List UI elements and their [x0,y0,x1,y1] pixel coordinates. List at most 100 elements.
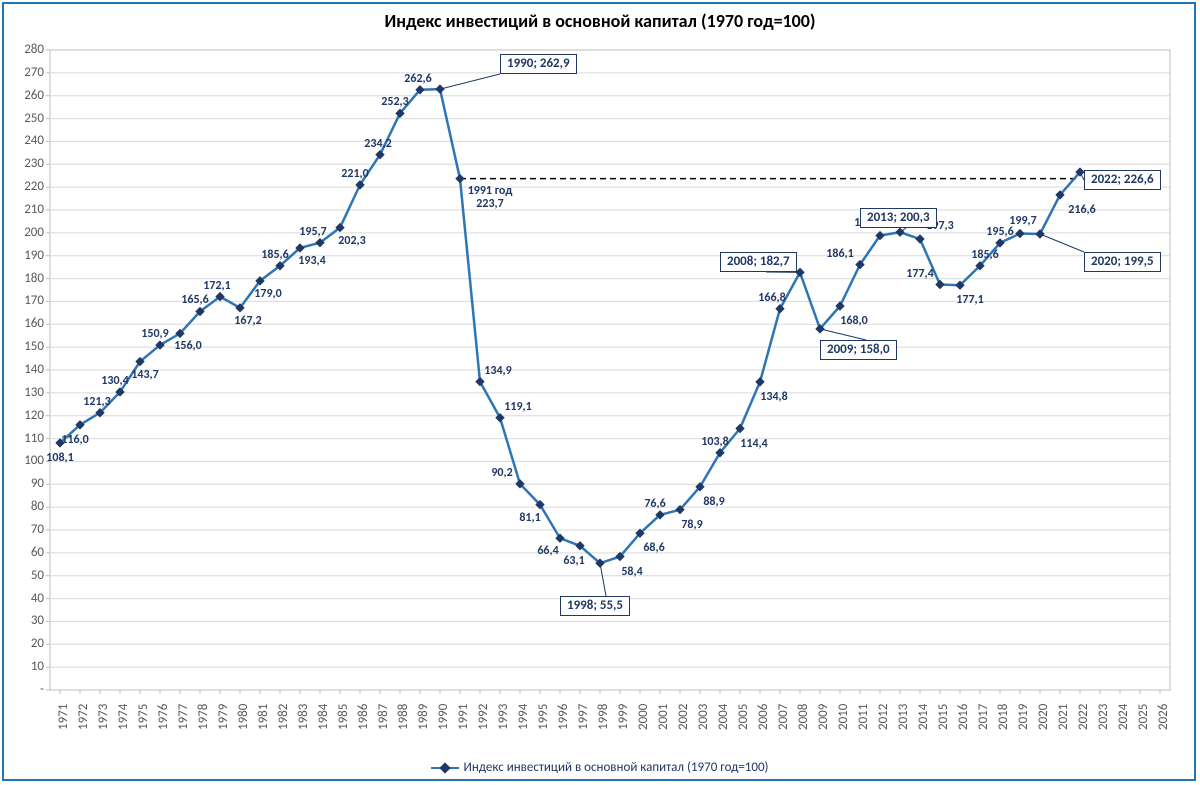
data-label: 156,0 [174,339,201,353]
x-tick-label: 1999 [616,704,631,730]
data-label: 108,1 [46,451,73,465]
data-label: 216,6 [1068,203,1095,217]
y-tick-label: 60 [10,545,44,560]
x-tick-label: 1980 [236,704,251,730]
y-tick-label: 30 [10,613,44,628]
data-label: 58,4 [621,565,642,579]
data-label: 167,2 [234,314,261,328]
x-tick-label: 1983 [296,704,311,730]
y-tick-label: 250 [10,111,44,126]
data-label: 81,1 [519,511,540,525]
x-tick-label: 2011 [856,704,871,730]
x-tick-label: 1989 [416,704,431,730]
x-tick-label: 2026 [1156,704,1171,730]
x-tick-label: 1984 [316,704,331,730]
legend-text: Индекс инвестиций в основной капитал (19… [463,760,768,775]
data-label: 185,6 [261,248,288,262]
callout-c2013: 2013; 200,3 [860,208,937,228]
data-label: 134,8 [760,390,787,404]
x-tick-label: 2019 [1016,704,1031,730]
callout-c2020: 2020; 199,5 [1084,252,1161,272]
y-tick-label: 70 [10,522,44,537]
x-tick-label: 2021 [1056,704,1071,730]
x-tick-label: 1973 [96,704,111,730]
y-tick-label: 130 [10,385,44,400]
x-tick-label: 1994 [516,704,531,730]
y-tick-label: 210 [10,202,44,217]
data-label: 119,1 [504,400,531,414]
x-tick-label: 2018 [996,704,1011,730]
y-tick-label: 80 [10,499,44,514]
data-label: 76,6 [644,497,665,511]
data-label: 66,4 [537,544,558,558]
x-tick-label: 2017 [976,704,991,730]
y-tick-label: 200 [10,225,44,240]
x-tick-label: 1988 [396,704,411,730]
data-label: 179,0 [254,287,281,301]
x-tick-label: 2007 [776,704,791,730]
x-tick-label: 1995 [536,704,551,730]
label-1991: 1991 год223,7 [468,185,513,211]
data-label: 63,1 [563,554,584,568]
y-tick-label: 90 [10,476,44,491]
y-tick-label: 140 [10,362,44,377]
y-tick-label: 20 [10,636,44,651]
x-tick-label: 1993 [496,704,511,730]
y-tick-label: 40 [10,591,44,606]
x-tick-label: 1986 [356,704,371,730]
x-tick-label: 2003 [696,704,711,730]
x-tick-label: 2000 [636,704,651,730]
y-tick-label: 110 [10,431,44,446]
x-tick-label: 1998 [596,704,611,730]
data-label: 78,9 [681,518,702,532]
x-tick-label: 2002 [676,704,691,730]
data-label: 199,7 [1009,214,1036,228]
x-tick-label: 2004 [716,704,731,730]
data-label: 177,4 [906,267,933,281]
x-tick-label: 2015 [936,704,951,730]
y-tick-label: 100 [10,453,44,468]
x-tick-label: 2012 [876,704,891,730]
data-label: 114,4 [740,437,767,451]
data-label: 165,6 [181,293,208,307]
data-label: 88,9 [703,495,724,509]
x-tick-label: 2013 [896,704,911,730]
legend-marker [431,763,459,773]
data-label: 121,3 [83,395,110,409]
x-tick-label: 1991 [456,704,471,730]
chart-legend: Индекс инвестиций в основной капитал (19… [0,760,1200,775]
data-label: 177,1 [956,293,983,307]
x-tick-label: 2010 [836,704,851,730]
x-tick-label: 2022 [1076,704,1091,730]
y-tick-label: 230 [10,156,44,171]
y-tick-label: - [10,682,44,697]
x-tick-label: 1981 [256,704,271,730]
x-tick-label: 1972 [76,704,91,730]
y-tick-label: 150 [10,339,44,354]
data-label: 172,1 [203,279,230,293]
x-tick-label: 1978 [196,704,211,730]
callout-c1990: 1990; 262,9 [500,54,577,74]
data-label: 262,6 [404,72,431,86]
y-tick-label: 260 [10,88,44,103]
data-label: 202,3 [338,234,365,248]
x-tick-label: 1990 [436,704,451,730]
data-label: 143,7 [131,368,158,382]
y-tick-label: 240 [10,133,44,148]
y-tick-label: 120 [10,408,44,423]
callout-c2009: 2009; 158,0 [820,340,897,360]
y-tick-label: 270 [10,65,44,80]
data-label: 90,2 [491,466,512,480]
x-tick-label: 2016 [956,704,971,730]
x-tick-label: 2001 [656,704,671,730]
x-tick-label: 1979 [216,704,231,730]
x-tick-label: 1992 [476,704,491,730]
x-tick-label: 2020 [1036,704,1051,730]
y-tick-label: 170 [10,293,44,308]
data-label: 221,0 [341,167,368,181]
data-label: 195,7 [299,225,326,239]
data-label: 234,2 [364,137,391,151]
data-label: 150,9 [141,327,168,341]
x-tick-label: 2009 [816,704,831,730]
x-tick-label: 2005 [736,704,751,730]
